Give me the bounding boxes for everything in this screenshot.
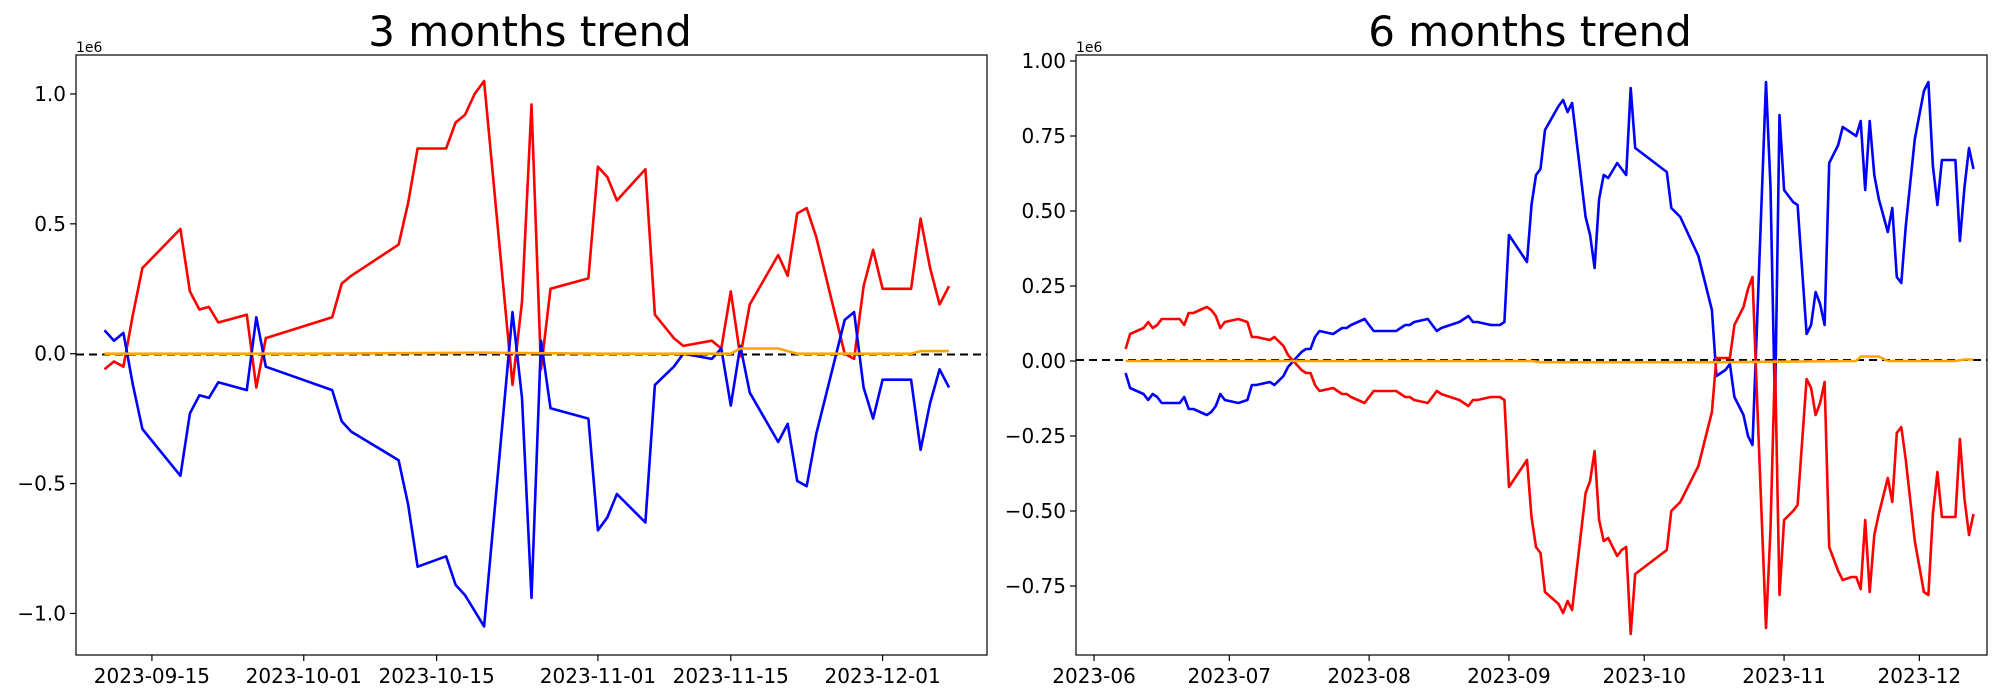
series-group (1124, 80, 1975, 636)
x-tick-label: 2023-06 (1052, 664, 1136, 688)
x-tick-label: 2023-11-15 (673, 664, 789, 688)
axes: −0.75 −0.50 −0.25 0.00 0.25 0.50 0.75 1.00 2023-… (1005, 49, 1961, 688)
axes: −1.0 −0.5 0.0 0.5 1.0 2023-09-15 2023-10-01 202… (17, 82, 940, 688)
y-tick-label: 0.25 (1021, 274, 1066, 298)
x-tick-label: 2023-10-01 (246, 664, 362, 688)
x-tick-label: 2023-09 (1467, 664, 1551, 688)
y-offset-label: 1e6 (1076, 40, 1103, 56)
y-tick-label: 0.50 (1021, 199, 1066, 223)
x-tick-label: 2023-09-15 (94, 664, 210, 688)
chart-title: 3 months trend (368, 7, 692, 56)
x-tick-label: 2023-10 (1602, 664, 1686, 688)
chart-6-months: 6 months trend 1e6 −0.75 −0.50 −0.25 0.00 0.… (1005, 7, 1988, 688)
y-tick-label: −0.25 (1005, 424, 1066, 448)
plot-area (1075, 54, 1988, 656)
y-tick-label: 1.0 (34, 82, 66, 106)
x-tick-label: 2023-10-15 (378, 664, 494, 688)
chart-title: 6 months trend (1368, 7, 1692, 56)
series-line (1124, 275, 1975, 636)
y-tick-label: −1.0 (17, 601, 66, 625)
y-tick-label: 0.5 (34, 212, 66, 236)
y-tick-label: −0.5 (17, 472, 66, 496)
x-tick-label: 2023-08 (1327, 664, 1411, 688)
series-line (103, 310, 951, 628)
x-tick-label: 2023-07 (1188, 664, 1272, 688)
x-tick-label: 2023-12 (1878, 664, 1962, 688)
series-line (104, 347, 949, 356)
y-tick-label: 0.00 (1021, 349, 1066, 373)
chart-3-months: 3 months trend 1e6 −1.0 −0.5 0.0 0.5 1.0 2023… (17, 7, 988, 688)
y-tick-label: −0.75 (1005, 574, 1066, 598)
series-line (1124, 80, 1975, 447)
x-tick-label: 2023-12-01 (824, 664, 940, 688)
y-tick-label: −0.50 (1005, 499, 1066, 523)
y-tick-label: 1.00 (1021, 49, 1066, 73)
x-tick-label: 2023-11-01 (540, 664, 656, 688)
y-tick-label: 0.0 (34, 342, 66, 366)
series-line (103, 79, 951, 389)
x-tick-label: 2023-11 (1742, 664, 1826, 688)
y-offset-label: 1e6 (76, 40, 103, 56)
series-line (1125, 355, 1974, 364)
series-group (103, 79, 951, 628)
y-tick-label: 0.75 (1021, 124, 1066, 148)
